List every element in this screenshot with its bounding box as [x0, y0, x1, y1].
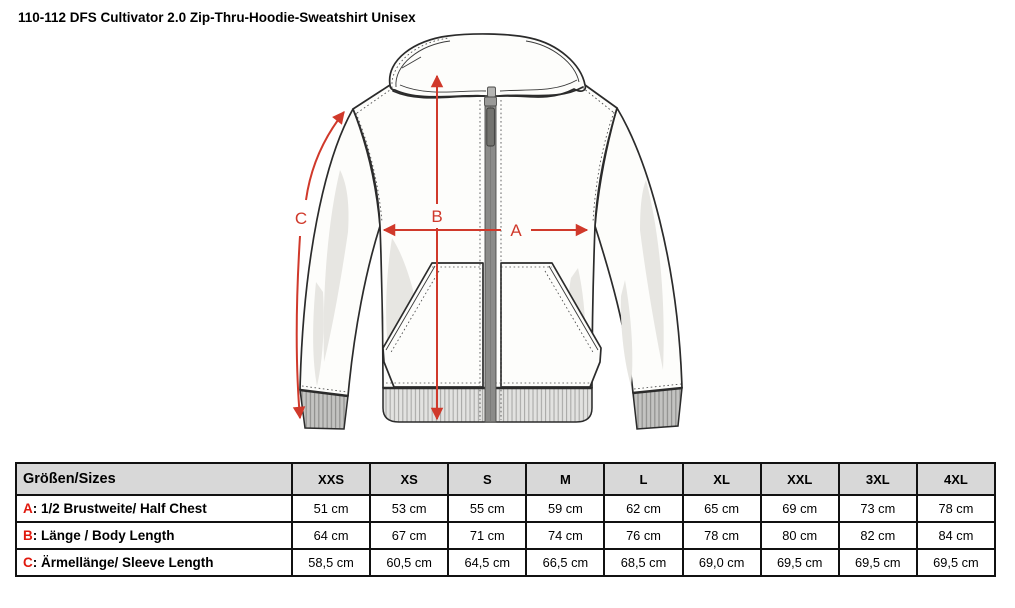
- value-cell: 80 cm: [759, 521, 840, 550]
- value-cell: 82 cm: [837, 521, 918, 550]
- zipper: [479, 86, 502, 423]
- zipper-stop: [487, 86, 496, 98]
- value-cell: 69,5 cm: [915, 548, 997, 577]
- measure-letter-b: B: [23, 528, 33, 543]
- right-sleeve: [594, 107, 683, 394]
- value-cell: 65 cm: [681, 494, 762, 523]
- size-table-header-row: Größen/Sizes XXS XS S M L XL XXL 3XL 4XL: [15, 462, 997, 496]
- value-cell: 78 cm: [915, 494, 997, 523]
- size-col-m: M: [525, 462, 606, 496]
- measure-letter-c: C: [23, 555, 33, 570]
- size-col-xl: XL: [681, 462, 762, 496]
- row-label-sleeve-length: C: Ärmellänge/ Sleeve Length: [15, 548, 293, 577]
- hood-fold-line: [401, 56, 422, 69]
- value-cell: 73 cm: [837, 494, 918, 523]
- measurement-label-b: B: [431, 207, 442, 226]
- hoodie-flat-sketch: A B C: [292, 33, 683, 430]
- row-label-half-chest: A: 1/2 Brustweite/ Half Chest: [15, 494, 293, 523]
- value-cell: 69,0 cm: [681, 548, 762, 577]
- value-cell: 66,5 cm: [525, 548, 606, 577]
- measurement-label-a: A: [510, 221, 522, 240]
- value-cell: 69 cm: [759, 494, 840, 523]
- value-cell: 64 cm: [290, 521, 372, 550]
- value-cell: 76 cm: [603, 521, 684, 550]
- value-cell: 64,5 cm: [447, 548, 528, 577]
- value-cell: 51 cm: [290, 494, 372, 523]
- value-cell: 74 cm: [525, 521, 606, 550]
- row-label-text: : Länge / Body Length: [32, 528, 175, 543]
- row-label-body-length: B: Länge / Body Length: [15, 521, 293, 550]
- value-cell: 69,5 cm: [759, 548, 840, 577]
- ribbed-cuff-right: [632, 383, 683, 430]
- table-row-body-length: B: Länge / Body Length 64 cm 67 cm 71 cm…: [15, 521, 997, 550]
- value-cell: 55 cm: [447, 494, 528, 523]
- size-col-3xl: 3XL: [837, 462, 918, 496]
- size-table: Größen/Sizes XXS XS S M L XL XXL 3XL 4XL…: [15, 462, 997, 577]
- value-cell: 59 cm: [525, 494, 606, 523]
- value-cell: 60,5 cm: [369, 548, 450, 577]
- measure-letter-a: A: [23, 501, 33, 516]
- table-row-sleeve-length: C: Ärmellänge/ Sleeve Length 58,5 cm 60,…: [15, 548, 997, 577]
- value-cell: 68,5 cm: [603, 548, 684, 577]
- zipper-slider: [484, 96, 497, 107]
- size-col-xxl: XXL: [759, 462, 840, 496]
- value-cell: 78 cm: [681, 521, 762, 550]
- size-col-s: S: [447, 462, 528, 496]
- value-cell: 69,5 cm: [837, 548, 918, 577]
- value-cell: 62 cm: [603, 494, 684, 523]
- value-cell: 71 cm: [447, 521, 528, 550]
- size-col-l: L: [603, 462, 684, 496]
- table-row-half-chest: A: 1/2 Brustweite/ Half Chest 51 cm 53 c…: [15, 494, 997, 523]
- size-col-xs: XS: [369, 462, 450, 496]
- arrow-c-up: [305, 111, 345, 201]
- size-col-xxs: XXS: [290, 462, 372, 496]
- value-cell: 53 cm: [369, 494, 450, 523]
- value-cell: 58,5 cm: [290, 548, 372, 577]
- zipper-pull: [486, 107, 495, 147]
- hoodie-measurement-diagram: A B C: [280, 30, 710, 460]
- seam-stitching: [355, 87, 615, 223]
- page-title: 110-112 DFS Cultivator 2.0 Zip-Thru-Hood…: [18, 10, 416, 25]
- value-cell: 67 cm: [369, 521, 450, 550]
- ribbed-cuff-left: [299, 385, 349, 430]
- size-col-4xl: 4XL: [915, 462, 997, 496]
- row-label-text: : 1/2 Brustweite/ Half Chest: [32, 501, 207, 516]
- arrow-c-down: [292, 235, 306, 420]
- measurement-label-c: C: [295, 209, 307, 228]
- value-cell: 84 cm: [915, 521, 997, 550]
- row-label-text: : Ärmellänge/ Sleeve Length: [32, 555, 214, 570]
- measurement-arrows: A B C: [292, 74, 589, 421]
- size-table-title-cell: Größen/Sizes: [15, 462, 293, 496]
